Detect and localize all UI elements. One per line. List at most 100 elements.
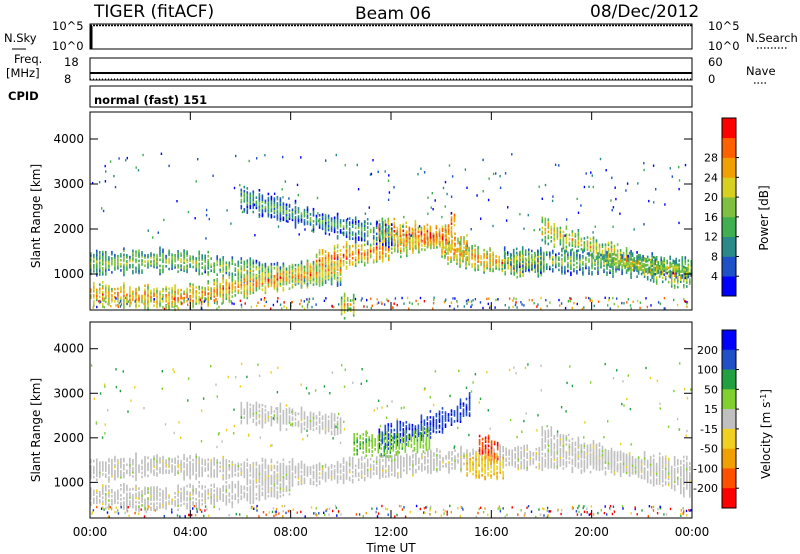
velocity-cell: [385, 455, 387, 458]
power-cell: [568, 233, 571, 237]
velocity-cell: [360, 458, 363, 461]
power-cell: [102, 297, 104, 300]
power-cell: [556, 235, 559, 238]
power-cell: [399, 242, 402, 245]
power-cell: [515, 265, 518, 269]
power-cell: [132, 251, 134, 255]
power-cell: [102, 273, 104, 276]
power-cell: [630, 270, 632, 273]
power-cell: [558, 256, 560, 259]
power-cell: [360, 236, 363, 240]
velocity-cell: [177, 463, 179, 467]
power-cell: [589, 241, 592, 245]
power-cell: [171, 265, 173, 268]
power-cell: [201, 254, 203, 257]
power-cell: [321, 277, 324, 280]
power-cell: [387, 219, 390, 223]
velocity-cell: [111, 464, 113, 468]
power-cell: [252, 275, 255, 278]
power-cell: [628, 259, 631, 263]
power-cell: [123, 253, 125, 257]
power-cell: [690, 266, 693, 269]
power-cell: [352, 299, 354, 302]
velocity-cell: [294, 467, 297, 471]
power-cell: [565, 237, 568, 241]
power-cell: [432, 232, 435, 236]
power-cell: [559, 234, 562, 238]
power-cell: [412, 251, 414, 254]
power-cell: [577, 237, 580, 240]
power-cell: [288, 274, 291, 278]
velocity-cell: [385, 469, 387, 472]
power-cell: [282, 270, 285, 274]
power-cell: [666, 261, 668, 265]
power-cell: [444, 299, 446, 302]
power-cell: [405, 245, 408, 249]
power-cell: [183, 300, 185, 304]
power-cell: [655, 258, 658, 261]
power-cell: [528, 258, 530, 262]
power-cell: [303, 223, 306, 226]
power-cell: [424, 244, 426, 247]
power-cell: [558, 268, 560, 272]
power-cell: [261, 288, 264, 291]
power-cell: [615, 268, 617, 271]
power-cell: [141, 294, 143, 298]
velocity-cell: [255, 471, 258, 475]
power-cell: [222, 289, 224, 292]
velocity-cell: [156, 454, 158, 457]
power-cell: [379, 223, 381, 226]
velocity-cell: [171, 468, 173, 471]
power-cell: [333, 275, 336, 279]
power-cell: [297, 278, 300, 282]
velocity-cell: [391, 461, 393, 464]
power-cell: [648, 270, 650, 274]
velocity-cell: [330, 476, 333, 479]
velocity-cell: [126, 463, 128, 467]
power-cell: [518, 259, 521, 262]
velocity-cell: [270, 458, 273, 462]
power-cell: [562, 236, 565, 240]
power-cell: [391, 235, 393, 239]
power-cell: [645, 268, 647, 271]
radar-title: TIGER (fitACF): [93, 2, 214, 22]
power-cell: [486, 260, 488, 264]
velocity-cell: [336, 471, 339, 474]
power-cell: [562, 234, 565, 238]
velocity-cell: [382, 475, 384, 478]
power-cell: [562, 242, 565, 246]
power-band: [541, 216, 691, 289]
power-cell: [544, 221, 547, 225]
power-cell: [664, 275, 667, 279]
power-cell: [315, 259, 318, 263]
power-cell: [659, 302, 661, 305]
power-cell: [559, 226, 562, 230]
power-cell: [264, 264, 267, 268]
power-cell: [141, 261, 143, 264]
velocity-cell: [375, 468, 378, 471]
power-cell: [591, 260, 593, 264]
power-cell: [375, 236, 378, 240]
power-cell: [417, 226, 420, 230]
power-cell: [477, 256, 479, 259]
power-cell: [336, 237, 339, 240]
power-cell: [327, 220, 330, 224]
power-cell: [435, 234, 438, 238]
power-cell: [574, 243, 577, 246]
power-cell: [673, 266, 676, 269]
power-cell: [633, 265, 635, 268]
power-cell: [683, 269, 685, 273]
power-cell: [283, 305, 285, 308]
velocity-cell: [385, 471, 387, 474]
velocity-cell: [165, 461, 167, 464]
power-cell: [270, 282, 273, 285]
power-cell: [111, 296, 113, 299]
power-cell: [410, 234, 412, 237]
power-cell: [173, 297, 175, 300]
power-cell: [454, 244, 456, 248]
power-cell: [192, 285, 194, 288]
power-cell: [125, 159, 127, 162]
power-cell: [123, 269, 125, 273]
power-cell: [357, 260, 360, 264]
